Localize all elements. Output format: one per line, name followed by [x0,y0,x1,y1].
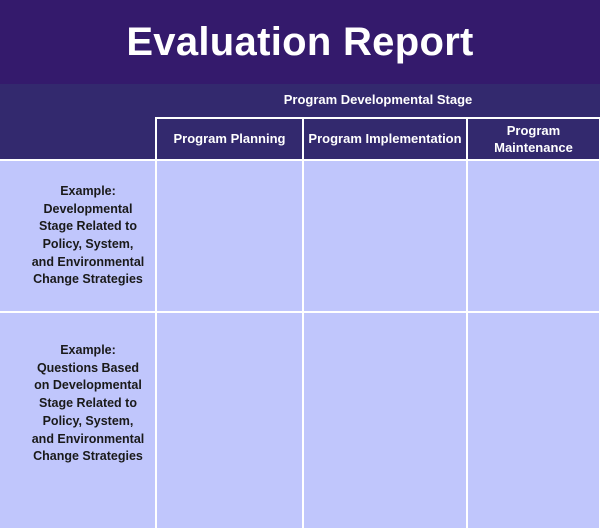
row-label-text: Example: Questions Based on Developmenta… [31,343,145,464]
table-cell[interactable] [157,313,302,528]
title-bar: Evaluation Report [0,0,600,84]
row-label-2: Example: Questions Based on Developmenta… [0,312,176,528]
grid-line [0,528,600,530]
column-header-maintenance: Program Maintenance [467,118,600,159]
grid-line [598,117,600,530]
page-title: Evaluation Report [126,19,474,64]
row-label-1: Example: Developmental Stage Related to … [0,160,176,312]
grid-line [156,117,600,119]
column-header-label: Program Maintenance [494,122,573,155]
column-header-implementation: Program Implementation [303,118,467,159]
grid-line [0,311,600,313]
grid-line [155,117,157,530]
stage-header: Program Developmental Stage [283,92,473,107]
table-cell[interactable] [157,160,302,311]
header-band [0,84,600,159]
grid-line [302,117,304,530]
column-header-planning: Program Planning [156,118,303,159]
row-label-text: Example: Developmental Stage Related to … [31,183,145,287]
table-cell[interactable] [304,160,466,311]
table-cell[interactable] [468,313,600,528]
table-cell[interactable] [304,313,466,528]
column-header-label: Program Implementation [308,131,462,146]
grid-line [466,117,468,530]
grid-line [0,159,600,161]
column-header-label: Program Planning [173,131,286,146]
table-cell[interactable] [468,160,600,311]
